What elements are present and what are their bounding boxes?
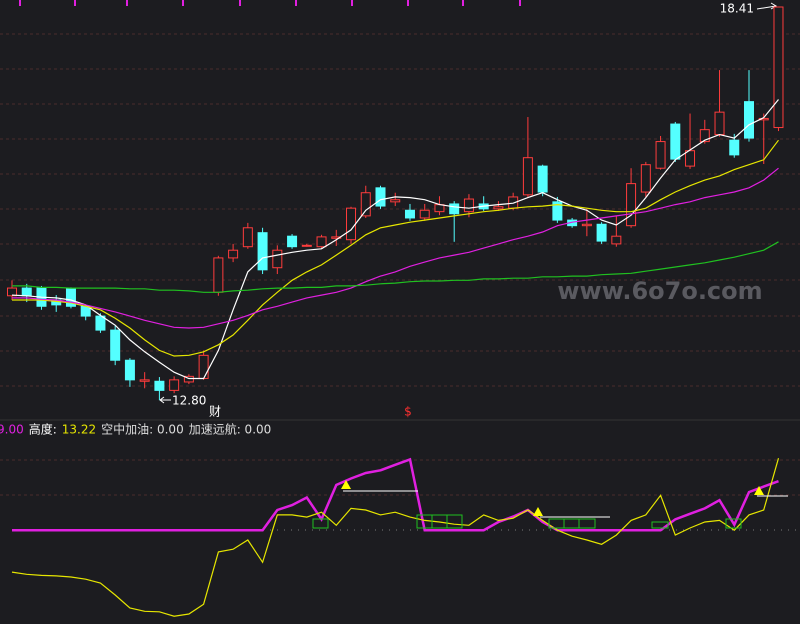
candle-body: [729, 139, 740, 156]
candle-body: [449, 203, 460, 215]
candle-body: [522, 157, 533, 196]
legend-item: 9.00: [0, 423, 24, 437]
candle-body: [139, 379, 150, 382]
candle-body: [124, 359, 135, 381]
candle-body: [404, 209, 415, 219]
candle-body: [301, 244, 312, 247]
candle-body: [346, 207, 357, 241]
price-grid: [0, 33, 800, 531]
candle-body: [390, 199, 401, 203]
candle-body: [375, 187, 386, 207]
candle-body: [493, 206, 504, 210]
signal-box: [578, 518, 596, 529]
watermark: www.6o7o.com: [557, 277, 762, 305]
series-line: [11, 458, 780, 617]
candle-body: [242, 227, 253, 248]
candle-body: [463, 198, 474, 213]
candle-body: [670, 123, 681, 160]
candle-body: [331, 236, 342, 239]
high-label: 18.41: [720, 2, 754, 16]
candle-body: [65, 288, 76, 307]
candle-body: [360, 192, 371, 217]
candle-body: [7, 287, 17, 297]
low-label: 12.80: [172, 394, 206, 408]
signal-box: [725, 518, 742, 529]
signal-box: [446, 514, 463, 529]
candle-body: [21, 287, 32, 297]
series-line: [12, 139, 779, 357]
legend-item: 高度:: [29, 422, 57, 437]
series-line: [12, 457, 779, 532]
candle-body: [581, 223, 592, 227]
high-arrow: [756, 2, 777, 10]
candle-body: [537, 165, 548, 193]
legend-item: 加速远航: 0.00: [189, 422, 272, 437]
candle-body: [272, 249, 283, 269]
candle-body: [213, 257, 224, 293]
legend-item: 空中加油: 0.00: [101, 422, 184, 437]
signal-triangle: [533, 507, 543, 516]
candle-body: [287, 235, 298, 248]
candle-body: [154, 380, 165, 391]
candle-body: [434, 204, 445, 213]
signal-triangle: [341, 480, 351, 489]
candle-body: [257, 232, 268, 271]
candle-body: [183, 375, 194, 383]
candle-body: [419, 209, 430, 219]
candle-body: [552, 201, 563, 221]
candle-body: [228, 249, 239, 259]
candle-body: [169, 379, 180, 391]
candle-body: [110, 329, 121, 361]
signal-box: [651, 521, 669, 529]
candle-body: [316, 236, 327, 248]
legend-item: 13.22: [62, 423, 96, 437]
candle-body: [655, 141, 666, 169]
indicator-signals: [312, 480, 788, 529]
series-line: [12, 167, 779, 329]
candle-body: [699, 129, 710, 143]
series-line: [11, 99, 779, 380]
low-arrow: [159, 396, 171, 404]
signal-triangle: [754, 486, 764, 495]
candle-body: [758, 117, 769, 121]
candle-body: [640, 164, 651, 193]
candle-body: [744, 101, 754, 139]
candle-body: [198, 354, 209, 379]
candle-body: [611, 235, 622, 245]
event-mark: $: [404, 405, 412, 419]
candle-body: [714, 111, 725, 136]
signal-box: [312, 518, 329, 529]
candle-body: [685, 150, 696, 167]
series-line: [12, 241, 779, 293]
event-mark: 财: [209, 405, 221, 419]
candle-body: [626, 183, 637, 227]
candle-body: [596, 223, 607, 242]
candle-body: [773, 6, 784, 129]
top-ticks: [19, 0, 521, 6]
